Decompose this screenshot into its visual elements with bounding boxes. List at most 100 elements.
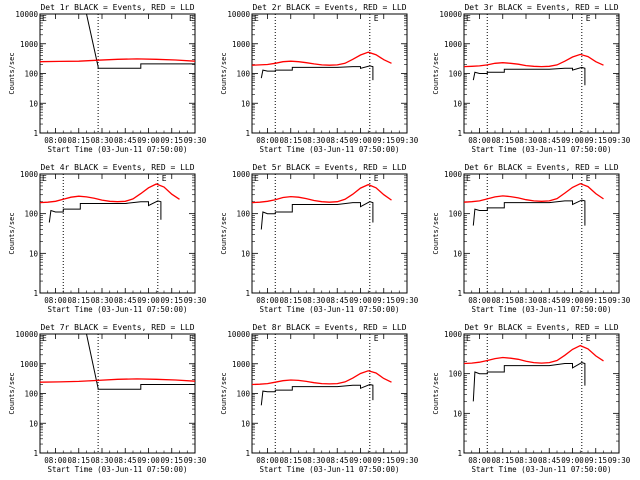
x-tick-label: 08:30 — [515, 136, 538, 145]
y-tick-label: 1000 — [232, 40, 251, 49]
y-tick-label: 1 — [457, 449, 462, 458]
series-events — [472, 66, 586, 86]
x-tick-label: 08:30 — [91, 136, 114, 145]
series-lld — [252, 183, 392, 204]
y-tick-label: 1000 — [444, 40, 463, 49]
x-tick-label: 08:15 — [279, 296, 302, 305]
series-events — [40, 14, 195, 69]
x-tick-label: 08:45 — [538, 136, 561, 145]
x-tick-label: 09:00 — [561, 136, 584, 145]
x-tick-label: 08:45 — [538, 296, 561, 305]
x-tick-label: 08:45 — [538, 456, 561, 465]
series-lld — [40, 378, 195, 383]
y-tick-label: 1 — [33, 289, 38, 298]
y-tick-label: 1 — [245, 289, 250, 298]
y-tick-label: 10000 — [227, 10, 250, 19]
x-tick-label: 08:15 — [67, 456, 90, 465]
x-tick-label: 08:00 — [256, 456, 279, 465]
x-tick-label: 09:30 — [396, 296, 419, 305]
panel-4r: Det 4r BLACK = Events, RED = LLD 1 10 100 10… — [8, 163, 207, 314]
x-tick-label: 08:45 — [326, 136, 349, 145]
y-tick-label: 1000 — [444, 330, 463, 339]
x-tick-label: 08:15 — [491, 136, 514, 145]
x-tick-label: 08:15 — [279, 456, 302, 465]
panel-3r: Det 3r BLACK = Events, RED = LLD 1 10 100 10… — [432, 3, 631, 154]
series-lld — [40, 183, 180, 204]
y-tick-label: 100 — [448, 370, 462, 379]
x-tick-label: 09:00 — [137, 456, 160, 465]
x-tick-label: 08:45 — [114, 456, 137, 465]
x-axis-label: Start Time (03-Jun-11 07:50:00) — [48, 465, 188, 474]
y-tick-label: 10000 — [15, 330, 38, 339]
top-marker-label: E — [374, 334, 379, 343]
x-tick-label: 08:00 — [44, 136, 67, 145]
series-events — [260, 383, 374, 406]
x-tick-label: 08:00 — [468, 456, 491, 465]
x-tick-label: 09:30 — [608, 136, 631, 145]
x-tick-label: 08:00 — [256, 296, 279, 305]
x-axis-label: Start Time (03-Jun-11 07:50:00) — [260, 465, 400, 474]
left-marker-label: E — [42, 334, 47, 343]
x-axis-label: Start Time (03-Jun-11 07:50:00) — [48, 145, 188, 154]
left-marker-label: E — [254, 334, 259, 343]
x-tick-label: 09:15 — [372, 296, 395, 305]
y-tick-label: 1 — [245, 129, 250, 138]
left-marker-label: E — [42, 14, 47, 23]
x-tick-label: 09:00 — [349, 296, 372, 305]
x-tick-label: 09:00 — [137, 296, 160, 305]
series-lld — [464, 182, 604, 203]
y-axis-label: Counts/sec — [8, 372, 16, 414]
y-axis-label: Counts/sec — [220, 212, 228, 254]
x-tick-label: 09:30 — [184, 136, 207, 145]
x-tick-label: 08:15 — [279, 136, 302, 145]
left-marker-label: E — [42, 174, 47, 183]
x-tick-label: 09:30 — [608, 456, 631, 465]
x-tick-label: 08:15 — [67, 136, 90, 145]
y-tick-label: 1000 — [232, 170, 251, 179]
series-lld — [252, 370, 392, 386]
panel-5r: Det 5r BLACK = Events, RED = LLD 1 10 100 10… — [220, 163, 419, 314]
left-marker-label: E — [254, 174, 259, 183]
y-tick-label: 10 — [453, 249, 463, 258]
x-tick-label: 09:15 — [584, 296, 607, 305]
x-axis-label: Start Time (03-Jun-11 07:50:00) — [472, 145, 612, 154]
plot-area — [464, 182, 604, 226]
x-tick-label: 09:15 — [584, 456, 607, 465]
top-marker-label: E — [189, 14, 194, 23]
plot-area — [252, 51, 392, 81]
plot-area — [40, 334, 195, 390]
plot-frame — [463, 333, 620, 454]
x-tick-label: 09:15 — [160, 136, 183, 145]
x-tick-label: 09:15 — [160, 296, 183, 305]
y-tick-label: 10000 — [227, 330, 250, 339]
top-marker-label: E — [586, 334, 591, 343]
x-tick-label: 08:15 — [491, 296, 514, 305]
x-tick-label: 09:00 — [349, 456, 372, 465]
x-tick-label: 08:30 — [515, 296, 538, 305]
x-tick-label: 08:30 — [515, 456, 538, 465]
x-axis-label: Start Time (03-Jun-11 07:50:00) — [48, 305, 188, 314]
y-tick-label: 100 — [448, 210, 462, 219]
x-tick-label: 09:15 — [160, 456, 183, 465]
y-tick-label: 10 — [241, 419, 251, 428]
y-tick-label: 1 — [457, 129, 462, 138]
x-tick-label: 08:45 — [326, 456, 349, 465]
y-tick-label: 10 — [241, 249, 251, 258]
x-tick-label: 08:45 — [114, 136, 137, 145]
y-axis-label: Counts/sec — [8, 52, 16, 94]
x-tick-label: 08:30 — [91, 456, 114, 465]
series-lld — [252, 51, 392, 66]
plot-area — [252, 370, 392, 406]
plot-frame — [463, 173, 620, 294]
panel-title: Det 8r BLACK = Events, RED = LLD — [252, 323, 406, 332]
x-tick-label: 08:00 — [468, 136, 491, 145]
top-marker-label: E — [162, 174, 167, 183]
x-tick-label: 09:15 — [372, 456, 395, 465]
panel-title: Det 1r BLACK = Events, RED = LLD — [40, 3, 194, 12]
top-marker-label: E — [586, 174, 591, 183]
y-tick-label: 100 — [236, 210, 250, 219]
left-marker-label: E — [466, 174, 471, 183]
y-axis-label: Counts/sec — [8, 212, 16, 254]
y-tick-label: 1000 — [20, 360, 39, 369]
panel-8r: Det 8r BLACK = Events, RED = LLD 1 10 100 10… — [220, 323, 419, 474]
